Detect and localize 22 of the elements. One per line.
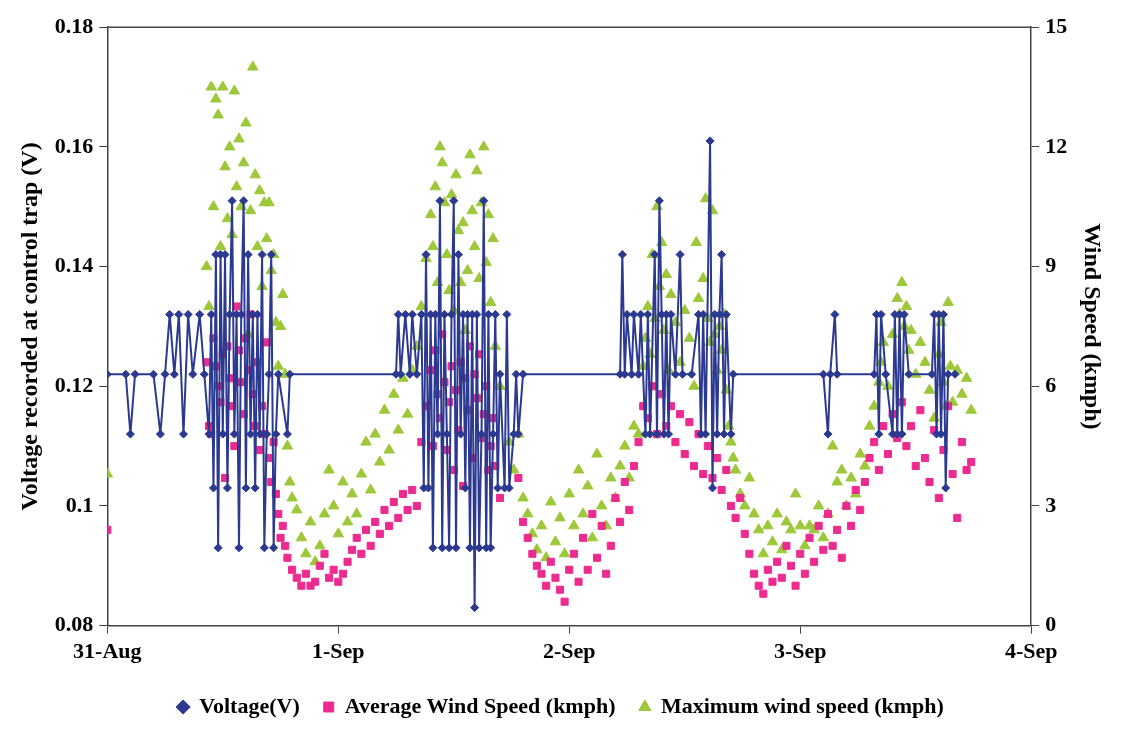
y2-tick-label: 0 <box>1045 611 1057 637</box>
legend-label: Average Wind Speed (kmph) <box>344 692 616 718</box>
legend-label: Voltage(V) <box>199 692 300 718</box>
y-tick-label: 0.14 <box>54 252 94 278</box>
x-tick-label: 3-Sep <box>773 638 827 664</box>
y-tick-label: 0.16 <box>54 132 94 158</box>
y2-tick-label: 3 <box>1045 491 1057 517</box>
y2-tick-label: 15 <box>1045 12 1068 38</box>
y2-tick-label: 9 <box>1045 252 1057 278</box>
y-tick-label: 0.08 <box>54 611 94 637</box>
y-axis-title: Voltage recorded at control trap (V) <box>15 142 42 511</box>
x-tick-label: 2-Sep <box>542 638 596 664</box>
y-tick-label: 0.18 <box>54 12 94 38</box>
legend-label: Maximum wind speed (kmph) <box>660 692 944 718</box>
x-tick-label: 31-Aug <box>73 638 142 664</box>
x-tick-label: 1-Sep <box>311 638 365 664</box>
y2-axis-title: Wind Speed (kmph) <box>1080 223 1107 430</box>
y2-tick-label: 12 <box>1045 132 1068 158</box>
x-tick-label: 4-Sep <box>1004 638 1058 664</box>
y-tick-label: 0.12 <box>54 371 94 397</box>
y2-tick-label: 6 <box>1045 371 1057 397</box>
y-tick-label: 0.1 <box>65 491 94 517</box>
